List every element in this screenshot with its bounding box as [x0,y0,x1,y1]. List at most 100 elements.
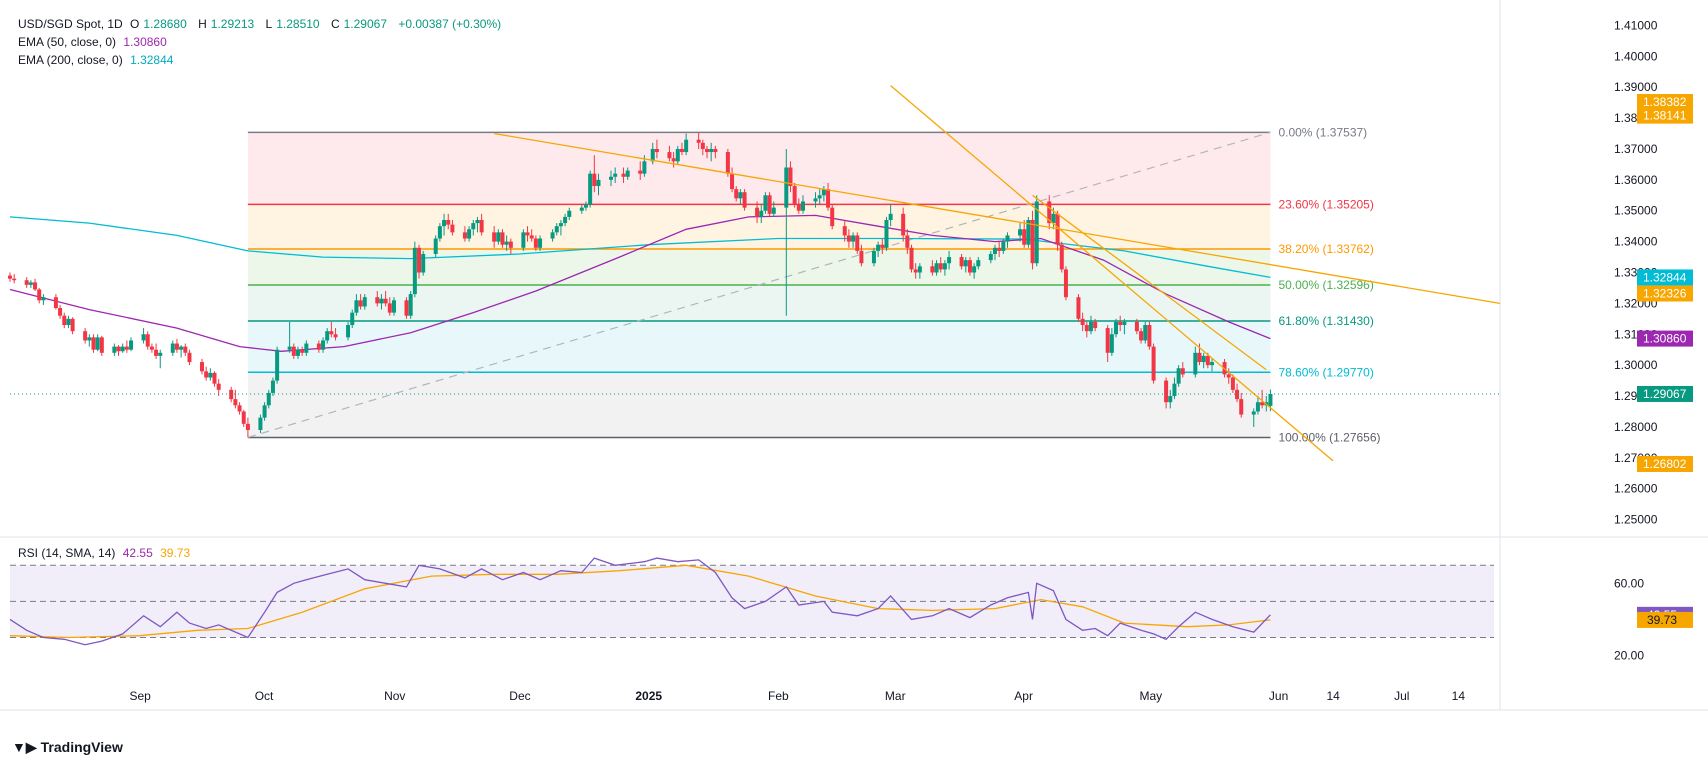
candle-body [129,340,134,350]
candle-body [938,263,943,270]
candle-body [596,179,601,187]
candle-body [216,383,221,390]
candle-body [880,244,885,248]
candle-body [83,331,88,341]
candle-body [642,161,647,174]
candle-body [379,298,384,304]
candle-body [1193,352,1198,375]
candle-body [550,232,555,239]
candle-body [346,325,351,338]
price-tag [1637,455,1693,472]
candle-body [654,148,659,153]
candle-body [120,346,125,352]
candle-body [830,207,835,227]
candle-body [421,253,426,273]
candle-body [972,266,977,273]
candle-body [270,380,275,393]
price-tag-label: 1.30860 [1643,332,1687,346]
candle-body [233,399,238,406]
fib-level-label: 23.60% (1.35205) [1278,197,1373,211]
price-tick-label: 1.37000 [1614,142,1658,156]
candle-body [1059,244,1064,270]
time-tick-label: May [1140,689,1163,703]
candle-body [684,139,689,153]
candle-body [826,189,831,208]
candle-body [275,349,280,381]
price-tag-label: 1.29067 [1643,387,1687,401]
candle-body [625,170,630,177]
candle-body [321,340,326,350]
price-tick-label: 1.40000 [1614,49,1658,63]
candle-body [621,173,626,177]
candle-body [58,308,63,316]
candle-body [871,250,876,264]
candle-body [358,300,363,307]
candle-body [1063,269,1068,298]
candle-body [988,253,993,261]
candle-body [742,192,747,208]
candle-body [963,260,968,267]
candle-body [709,148,714,153]
rsi-sma-line [9,564,1271,639]
candle-body [792,186,797,205]
candle-body [229,389,234,400]
candle-body [784,167,789,208]
candle-body [450,224,455,233]
candle-body [241,411,246,424]
candle-body [492,232,497,242]
candle-body [842,226,847,236]
candle-body [967,260,972,273]
candle-body [237,405,242,412]
candle-body [124,346,129,350]
candle-body [212,372,217,384]
ema200-value: 1.32844 [130,53,174,67]
candle-body [1109,334,1114,353]
candle-body [1114,321,1119,335]
candle-body [696,139,701,143]
price-tag-label: 1.38382 [1643,95,1687,109]
rsi-tick-label: 60.00 [1614,576,1644,590]
candle-body [763,195,768,211]
ema50-line [9,214,1271,352]
ema50-value: 1.30860 [123,35,167,49]
rsi-sma-value: 39.73 [160,546,191,560]
candle-body [1122,321,1127,325]
tradingview-logo[interactable]: ▼▶ TradingView [12,739,123,756]
candle-body [141,334,146,341]
price-tag-label: 1.38141 [1643,109,1687,123]
candle-body [262,405,267,418]
candle-body [675,148,680,162]
fib-zone [247,204,1271,249]
candle-body [1076,297,1081,319]
candle-body [771,207,776,214]
candle-body [1088,321,1093,332]
fib-level-label: 78.60% (1.29770) [1278,365,1373,379]
candle-body [41,297,46,301]
candle-body [145,334,150,347]
candle-body [713,148,718,153]
price-tag [1637,269,1693,286]
candle-body [375,297,380,304]
candle-body [462,232,467,239]
candle-body [588,173,593,205]
candle-body [567,210,572,217]
candle-body [679,148,684,153]
candle-body [1118,321,1123,325]
candle-body [767,195,772,214]
time-tick-label: Jul [1394,689,1409,703]
candle-body [1201,355,1206,363]
candle-body [66,318,71,325]
candle-body [913,269,918,273]
candle-body [1255,402,1260,412]
candle-body [1235,389,1240,400]
candle-body [467,229,472,239]
fib-zone [247,320,1271,373]
change-value: +0.00387 (+0.30%) [398,17,502,31]
time-tick-label: Mar [885,689,906,703]
candle-body [333,334,338,338]
price-tick-label: 1.34000 [1614,235,1658,249]
candle-body [725,152,730,174]
candle-body [855,235,860,251]
candle-body [1030,220,1035,264]
